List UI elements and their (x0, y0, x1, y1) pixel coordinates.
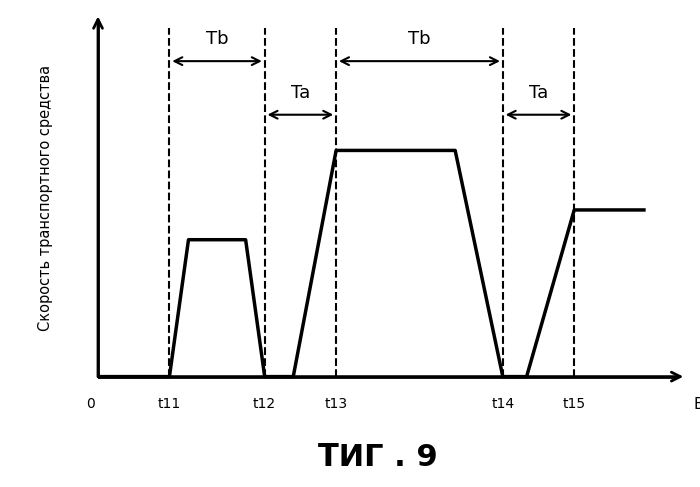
Text: Tb: Tb (408, 30, 430, 48)
Text: Скорость транспортного средства: Скорость транспортного средства (38, 65, 53, 331)
Text: 0: 0 (87, 397, 95, 412)
Text: ΤИГ . 9: ΤИГ . 9 (318, 443, 438, 472)
Text: t14: t14 (491, 397, 514, 412)
Text: t11: t11 (158, 397, 181, 412)
Text: Tb: Tb (206, 30, 228, 48)
Text: Ta: Ta (290, 84, 310, 102)
Text: Ta: Ta (529, 84, 548, 102)
Text: t15: t15 (563, 397, 586, 412)
Text: t13: t13 (325, 397, 348, 412)
Text: Время: Время (693, 397, 700, 412)
Text: t12: t12 (253, 397, 276, 412)
